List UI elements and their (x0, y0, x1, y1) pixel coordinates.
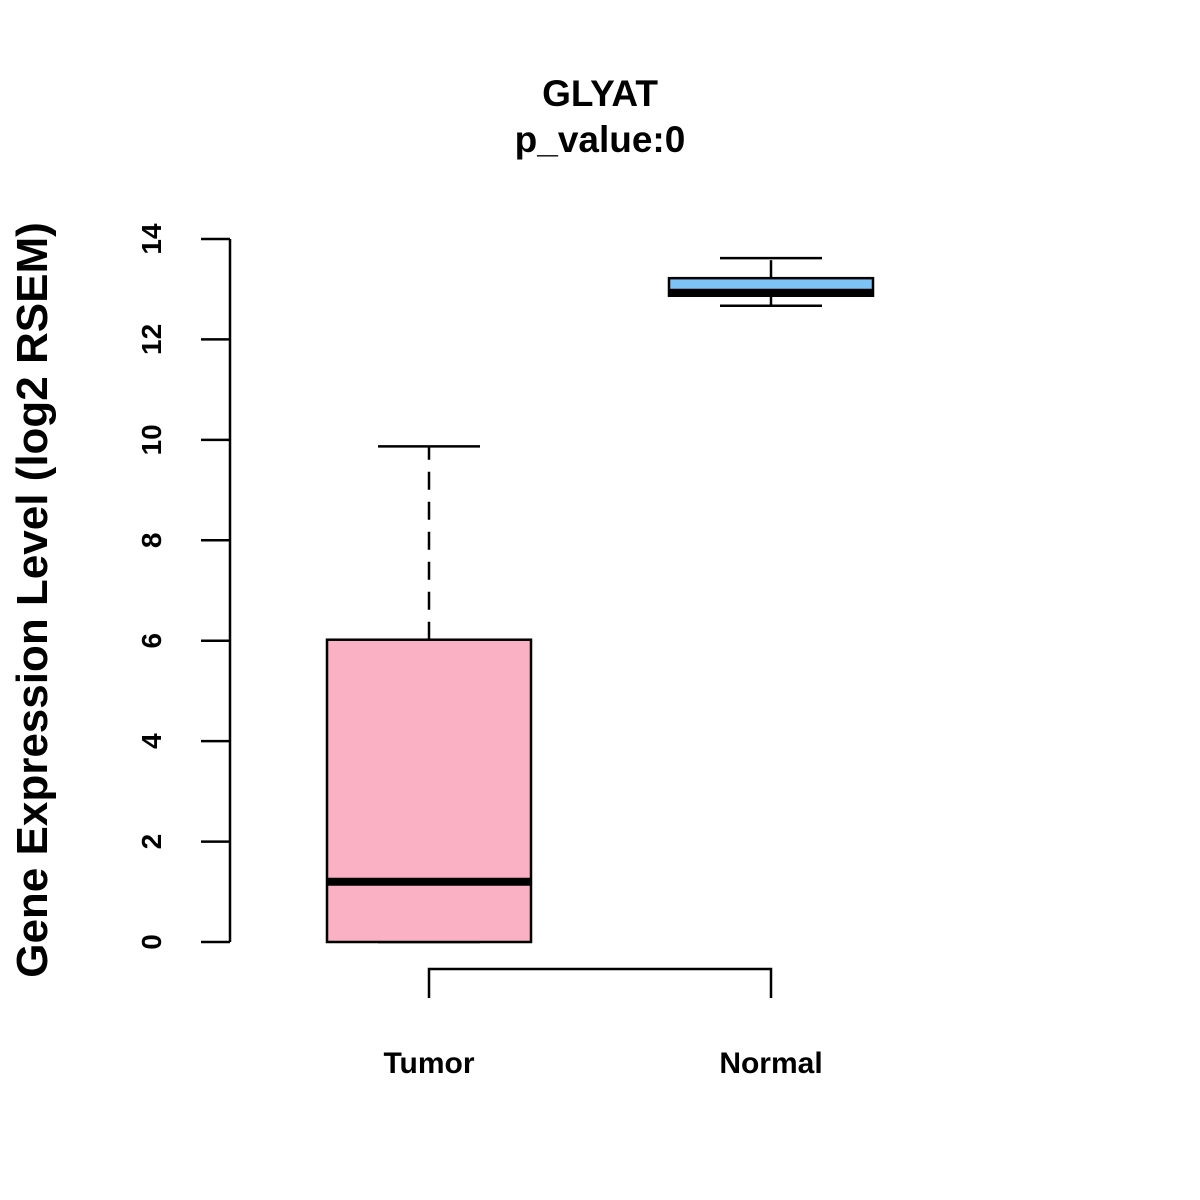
y-tick-label: 2 (136, 834, 167, 850)
chart-subtitle: p_value:0 (515, 119, 686, 160)
y-tick-label: 10 (136, 424, 167, 455)
comparison-bracket (427, 967, 773, 998)
x-label-tumor: Tumor (383, 1047, 474, 1080)
y-tick-label: 14 (136, 223, 167, 255)
y-tick-label: 0 (136, 934, 167, 950)
y-axis: 0 2 4 6 8 10 12 14 (136, 223, 232, 950)
y-tick-label: 12 (136, 324, 167, 355)
box-group (325, 256, 875, 944)
y-tick-label: 4 (136, 733, 167, 749)
x-label-normal: Normal (719, 1047, 822, 1080)
x-axis-labels: Tumor Normal (383, 1047, 822, 1080)
tumor-box (325, 638, 533, 944)
chart-title: GLYAT (542, 73, 658, 114)
y-tick-label: 6 (136, 633, 167, 649)
y-axis-label: Gene Expression Level (log2 RSEM) (8, 222, 57, 978)
y-tick-label: 8 (136, 532, 167, 548)
bracket-line (427, 967, 773, 998)
